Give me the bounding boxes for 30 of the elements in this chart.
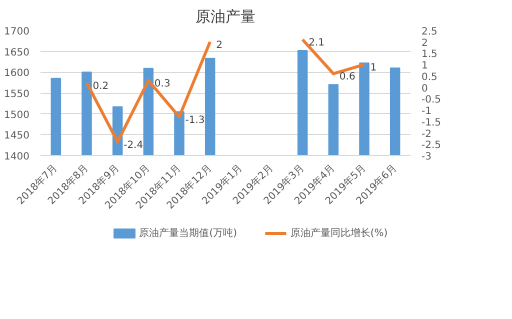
y2-tick-label: 2 [422, 38, 428, 49]
y-tick-label: 1650 [4, 47, 30, 58]
y-tick-label: 1400 [4, 152, 30, 162]
y-tick-label: 1500 [4, 110, 30, 121]
data-label: -1.3 [185, 114, 205, 126]
y2-tick-label: -3 [422, 152, 432, 162]
y2-tick-label: 1.5 [422, 49, 438, 60]
legend-label: 原油产量当期值(万吨) [139, 227, 238, 239]
data-label: 0.2 [92, 80, 109, 92]
y2-tick-label: -1 [422, 106, 432, 118]
data-label: 1 [370, 62, 377, 74]
y2-tick-label: -1.5 [422, 117, 442, 128]
y2-tick-label: -2.5 [422, 140, 442, 152]
data-label: -2.4 [124, 140, 144, 151]
data-label: 0.6 [339, 72, 356, 83]
chart-title: 原油产量 [196, 8, 256, 26]
y2-tick-label: -0.5 [422, 94, 442, 106]
y2-tick-label: 0.5 [422, 72, 438, 83]
y-tick-label: 1600 [4, 68, 30, 80]
y-tick-label: 1450 [4, 130, 30, 142]
y-tick-label: 1550 [4, 89, 30, 100]
data-label: 2 [216, 40, 222, 51]
y2-tick-label: 0 [422, 83, 428, 94]
legend-label: 原油产量同比增长(%) [290, 227, 388, 239]
y2-tick-label: -2 [422, 128, 432, 140]
data-label: 2.1 [308, 38, 324, 49]
y2-tick-label: 1 [422, 60, 428, 72]
y2-tick-label: 2.5 [422, 26, 438, 38]
data-label: 0.3 [154, 78, 170, 90]
y-tick-label: 1700 [4, 26, 30, 38]
